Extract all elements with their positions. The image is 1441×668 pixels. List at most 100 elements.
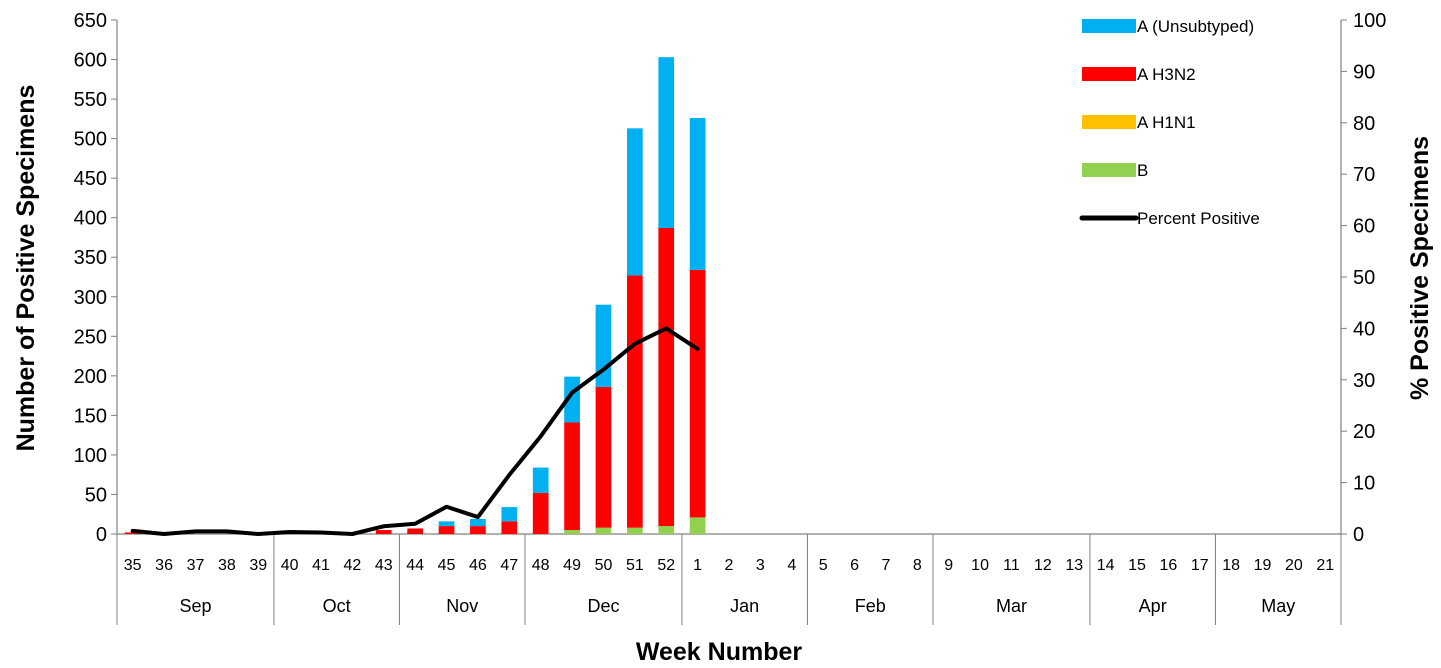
month-label: May xyxy=(1261,596,1295,616)
week-label: 42 xyxy=(343,557,361,574)
y2-tick-label: 40 xyxy=(1353,318,1375,340)
legend-label-percent-positive: Percent Positive xyxy=(1137,209,1260,228)
y2-tick-label: 30 xyxy=(1353,370,1375,392)
bar-a-h3n2-47 xyxy=(501,521,518,534)
bar-b-52 xyxy=(658,526,675,534)
y-axis-title: Number of Positive Specimens xyxy=(12,85,40,452)
bar-a-h3n2-45 xyxy=(438,526,455,534)
week-label: 49 xyxy=(563,557,581,574)
bar-a-unsubtyped-1 xyxy=(689,118,706,270)
legend-swatch-a-unsubtyped xyxy=(1082,19,1136,33)
y-tick-label: 350 xyxy=(74,247,107,269)
labels-layer: 0501001502002503003504004505005506006500… xyxy=(74,10,1387,616)
week-label: 20 xyxy=(1285,557,1303,574)
y2-tick-label: 60 xyxy=(1353,216,1375,238)
week-label: 43 xyxy=(375,557,393,574)
bar-a-unsubtyped-48 xyxy=(532,467,549,493)
y2-tick-label: 100 xyxy=(1353,10,1386,32)
week-label: 19 xyxy=(1254,557,1272,574)
bar-a-h3n2-43 xyxy=(375,530,392,534)
week-label: 3 xyxy=(756,557,765,574)
week-label: 16 xyxy=(1159,557,1177,574)
bar-a-unsubtyped-47 xyxy=(501,507,518,522)
bar-a-h3n2-52 xyxy=(658,227,675,527)
month-label: Oct xyxy=(323,596,351,616)
y-tick-label: 0 xyxy=(96,524,107,546)
y-tick-label: 500 xyxy=(74,129,107,151)
legend: A (Unsubtyped) A H3N2 A H1N1 B Percent Posit… xyxy=(1079,17,1260,228)
week-label: 39 xyxy=(249,557,267,574)
y-tick-label: 650 xyxy=(74,10,107,32)
week-label: 47 xyxy=(500,557,518,574)
bar-a-h3n2-46 xyxy=(470,526,486,534)
y2-tick-label: 50 xyxy=(1353,267,1375,289)
week-label: 45 xyxy=(438,557,456,574)
week-label: 5 xyxy=(819,557,828,574)
week-label: 51 xyxy=(626,557,644,574)
y-tick-label: 400 xyxy=(74,208,107,230)
y-tick-label: 600 xyxy=(74,50,107,72)
month-label: Sep xyxy=(179,596,211,616)
week-label: 18 xyxy=(1222,557,1240,574)
week-label: 21 xyxy=(1316,557,1334,574)
week-label: 48 xyxy=(532,557,550,574)
legend-swatch-b xyxy=(1082,163,1136,177)
bar-b-51 xyxy=(627,527,643,534)
week-label: 38 xyxy=(218,557,236,574)
legend-label-b: B xyxy=(1137,161,1148,180)
week-label: 6 xyxy=(850,557,859,574)
y2-tick-label: 10 xyxy=(1353,473,1375,495)
bar-b-1 xyxy=(689,517,706,534)
month-label: Feb xyxy=(855,596,886,616)
month-label: Mar xyxy=(996,596,1027,616)
bar-b-50 xyxy=(595,527,612,534)
legend-swatch-a-h3n2 xyxy=(1082,67,1136,81)
week-label: 15 xyxy=(1128,557,1146,574)
legend-label-a-unsubtyped: A (Unsubtyped) xyxy=(1137,17,1254,36)
axes-layer xyxy=(111,19,1347,625)
month-label: Jan xyxy=(730,596,759,616)
week-label: 7 xyxy=(881,557,890,574)
y-tick-label: 50 xyxy=(85,484,107,506)
week-label: 2 xyxy=(725,557,734,574)
bar-a-h3n2-44 xyxy=(407,528,423,534)
week-label: 46 xyxy=(469,557,487,574)
bar-a-h3n2-49 xyxy=(564,422,580,531)
bars-layer xyxy=(124,57,706,534)
line-layer xyxy=(130,326,700,536)
week-label: 10 xyxy=(971,557,989,574)
week-label: 41 xyxy=(312,557,330,574)
week-label: 11 xyxy=(1003,557,1020,574)
y-tick-label: 250 xyxy=(74,326,107,348)
y2-tick-label: 0 xyxy=(1353,524,1364,546)
x-axis-title: Week Number xyxy=(636,638,803,666)
week-label: 13 xyxy=(1065,557,1083,574)
week-label: 52 xyxy=(657,557,675,574)
y-tick-label: 150 xyxy=(74,405,107,427)
bar-a-unsubtyped-51 xyxy=(627,128,643,276)
week-label: 36 xyxy=(155,557,173,574)
week-label: 40 xyxy=(281,557,299,574)
bar-a-unsubtyped-45 xyxy=(438,521,455,527)
month-label: Dec xyxy=(587,596,619,616)
month-label: Apr xyxy=(1139,596,1167,616)
bar-a-h3n2-50 xyxy=(595,386,612,528)
bar-a-h3n2-51 xyxy=(627,275,643,528)
legend-swatch-a-h1n1 xyxy=(1082,115,1136,129)
week-label: 35 xyxy=(124,557,142,574)
y2-axis-title: % Positive Specimens xyxy=(1406,136,1434,400)
y-tick-label: 300 xyxy=(74,287,107,309)
week-label: 44 xyxy=(406,557,424,574)
y-tick-label: 450 xyxy=(74,168,107,190)
y2-tick-label: 70 xyxy=(1353,164,1375,186)
y-tick-label: 200 xyxy=(74,366,107,388)
y-tick-label: 100 xyxy=(74,445,107,467)
week-label: 9 xyxy=(944,557,953,574)
week-label: 4 xyxy=(787,557,796,574)
y2-tick-label: 80 xyxy=(1353,113,1375,135)
bar-a-h3n2-48 xyxy=(532,492,549,534)
y-tick-label: 550 xyxy=(74,89,107,111)
y2-tick-label: 90 xyxy=(1353,61,1375,83)
